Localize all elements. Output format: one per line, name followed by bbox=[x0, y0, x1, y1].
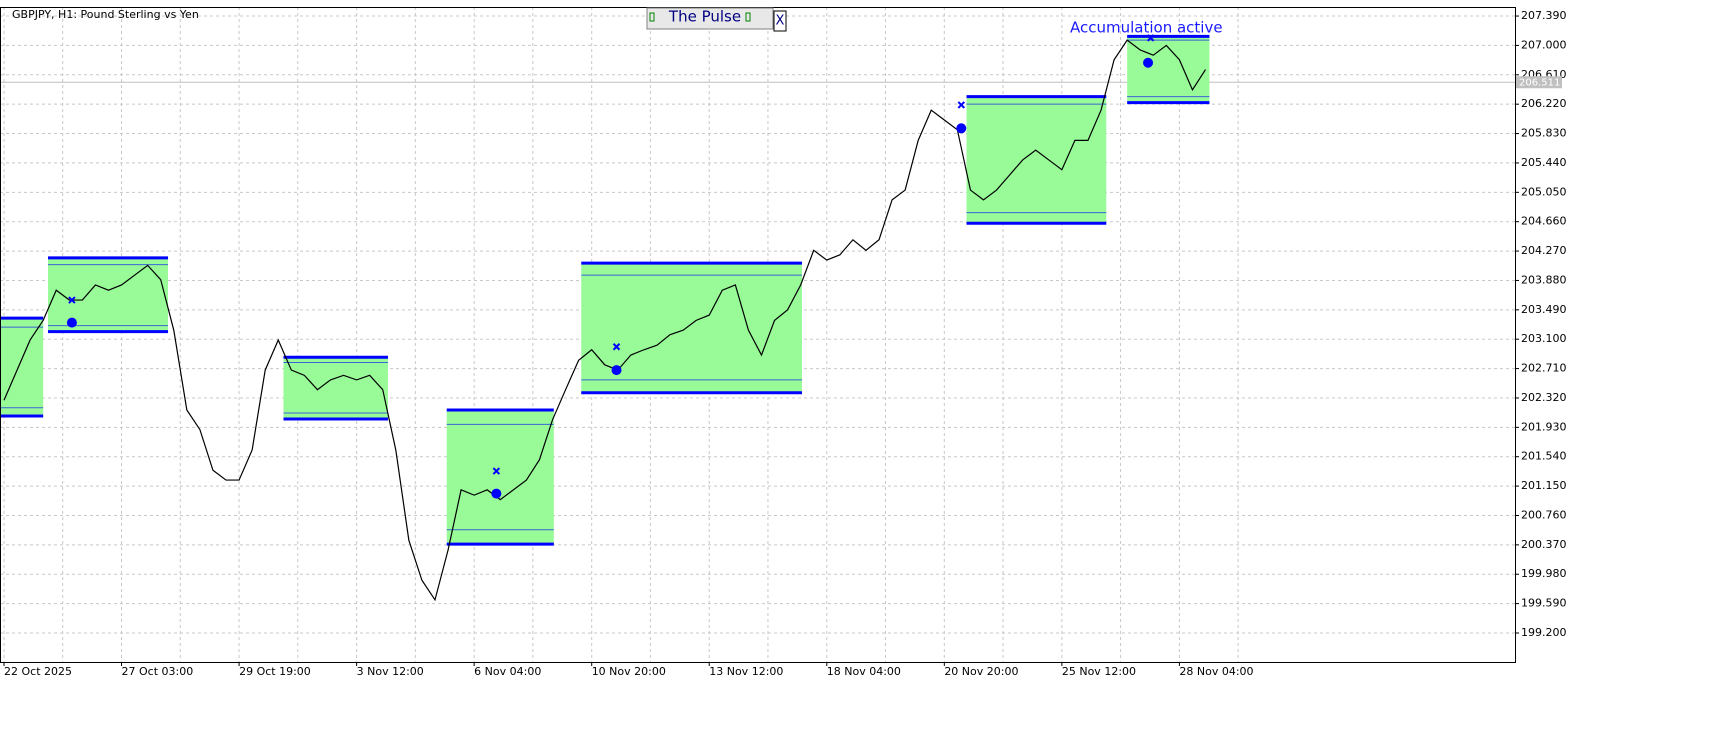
annotation: Accumulation active bbox=[1070, 19, 1223, 37]
chart-title: GBPJPY, H1: Pound Sterling vs Yen bbox=[12, 8, 199, 21]
zone-layer bbox=[0, 34, 1210, 546]
y-tick-label: 203.100 bbox=[1521, 332, 1567, 345]
y-tick-label: 205.050 bbox=[1521, 185, 1567, 198]
y-tick-label: 199.200 bbox=[1521, 626, 1567, 639]
y-tick-label: 199.590 bbox=[1521, 597, 1567, 610]
x-tick-label: 13 Nov 12:00 bbox=[709, 665, 783, 678]
axis-layer: 207.390207.000206.610206.220205.830205.4… bbox=[3, 9, 1567, 678]
panel-box bbox=[646, 7, 774, 30]
accumulation-zone bbox=[283, 357, 388, 420]
signal-dot bbox=[1143, 57, 1154, 68]
close-label[interactable]: X bbox=[776, 14, 785, 29]
y-tick-label: 205.440 bbox=[1521, 156, 1567, 169]
close-button[interactable] bbox=[773, 10, 787, 32]
price-line bbox=[3, 39, 1207, 602]
signal-dot bbox=[956, 123, 967, 134]
y-tick-label: 204.660 bbox=[1521, 215, 1567, 228]
y-tick-label: 201.540 bbox=[1521, 450, 1567, 463]
x-tick-label: 22 Oct 2025 bbox=[4, 665, 72, 678]
panel-title[interactable]: The Pulse bbox=[668, 8, 741, 26]
x-tick-label: 28 Nov 04:00 bbox=[1179, 665, 1253, 678]
x-tick-label: 18 Nov 04:00 bbox=[827, 665, 901, 678]
signal-dot bbox=[491, 488, 502, 499]
y-tick-label: 203.880 bbox=[1521, 273, 1567, 286]
panel-icon bbox=[745, 12, 751, 22]
signal-cross bbox=[612, 343, 621, 351]
y-tick-label: 207.390 bbox=[1521, 9, 1567, 22]
accumulation-zone bbox=[966, 96, 1107, 224]
accumulation-zone bbox=[48, 257, 169, 332]
y-tick-label: 202.320 bbox=[1521, 391, 1567, 404]
signal-cross bbox=[957, 101, 966, 109]
signal-dot bbox=[611, 365, 622, 376]
accumulation-zone bbox=[1127, 36, 1210, 103]
x-tick-label: 6 Nov 04:00 bbox=[474, 665, 541, 678]
y-tick-label: 199.980 bbox=[1521, 567, 1567, 580]
y-tick-label: 203.490 bbox=[1521, 303, 1567, 316]
accumulation-zone bbox=[0, 318, 44, 417]
accumulation-zone bbox=[446, 410, 554, 545]
pulse-panel: The Pulse X bbox=[646, 7, 787, 32]
price-layer bbox=[3, 34, 1207, 602]
y-tick-label: 200.370 bbox=[1521, 538, 1567, 551]
y-tick-label: 202.710 bbox=[1521, 362, 1567, 375]
y-tick-label: 204.270 bbox=[1521, 244, 1567, 257]
signal-cross bbox=[1146, 34, 1155, 42]
current-price-label: 206.511 bbox=[1519, 77, 1560, 88]
y-tick-label: 205.830 bbox=[1521, 127, 1567, 140]
y-tick-label: 201.930 bbox=[1521, 420, 1567, 433]
x-tick-label: 20 Nov 20:00 bbox=[944, 665, 1018, 678]
x-tick-label: 3 Nov 12:00 bbox=[357, 665, 424, 678]
signal-cross bbox=[492, 467, 501, 475]
x-tick-label: 27 Oct 03:00 bbox=[122, 665, 194, 678]
y-tick-label: 207.000 bbox=[1521, 38, 1567, 51]
y-tick-label: 201.150 bbox=[1521, 479, 1567, 492]
signal-dot bbox=[66, 317, 77, 328]
x-tick-label: 25 Nov 12:00 bbox=[1062, 665, 1136, 678]
current-price-box bbox=[1516, 76, 1562, 89]
x-tick-label: 10 Nov 20:00 bbox=[592, 665, 666, 678]
y-tick-label: 200.760 bbox=[1521, 508, 1567, 521]
signal-cross bbox=[68, 296, 76, 304]
panel-icon bbox=[649, 12, 655, 22]
x-tick-label: 29 Oct 19:00 bbox=[239, 665, 311, 678]
y-tick-label: 206.220 bbox=[1521, 97, 1567, 110]
